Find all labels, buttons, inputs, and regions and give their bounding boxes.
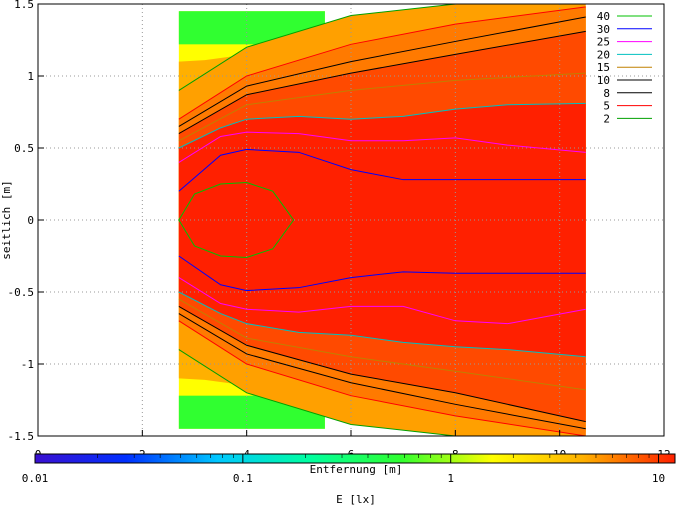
y-axis-label: seitlich [m] (0, 180, 13, 259)
legend-label: 15 (597, 61, 610, 74)
colorbar-gradient (34, 453, 676, 464)
legend-label: 40 (597, 10, 610, 23)
colorbar-tick-label: 0.1 (233, 472, 253, 485)
contour-25-lower (178, 277, 586, 325)
contour-lines (178, 3, 586, 437)
contour-30-lower (178, 255, 586, 292)
y-axis-ticks: 1.5 1 0.5 0 -0.5 -1 -1.5 (8, 0, 44, 443)
contour-15-upper (178, 72, 586, 142)
contour-5-lower (178, 320, 586, 437)
x-axis-label: Entfernung [m] (310, 463, 403, 476)
contour-25-upper (178, 131, 586, 163)
colorbar-tick-label: 0.01 (22, 472, 49, 485)
y-tick-label: 1.5 (14, 0, 34, 11)
contour-5-upper (178, 6, 586, 120)
y-tick-label: -1 (21, 358, 34, 371)
contour-20-lower (178, 291, 586, 358)
legend-label: 25 (597, 36, 610, 49)
y-tick-label: 1 (27, 70, 34, 83)
y-tick-label: -1.5 (8, 430, 35, 443)
contour-20-upper (178, 102, 586, 149)
y-tick-label: -0.5 (8, 286, 35, 299)
legend-label: 10 (597, 74, 610, 87)
contour-8-upper (178, 16, 586, 127)
y-tick-label: 0.5 (14, 142, 34, 155)
contour-40 (178, 182, 295, 258)
colorbar: 0.01 0.1 1 10 (22, 453, 676, 485)
colorbar-label: E [lx] (336, 493, 376, 505)
colorbar-tick-label: 10 (652, 472, 665, 485)
legend-label: 30 (597, 23, 610, 36)
colorbar-tick-label: 1 (447, 472, 454, 485)
legend-label: 5 (603, 100, 610, 113)
contour-10-lower (178, 305, 586, 423)
grid-lines (38, 4, 664, 436)
legend-label: 2 (603, 112, 610, 125)
contour-10-upper (178, 30, 586, 135)
contour-15-lower (178, 298, 586, 391)
contour-8-lower (178, 313, 586, 430)
heat-band-20 (178, 103, 586, 357)
contour-30-upper (178, 148, 586, 192)
legend-label: 20 (597, 48, 610, 61)
y-tick-label: 0 (27, 214, 34, 227)
legend-label: 8 (603, 87, 610, 100)
